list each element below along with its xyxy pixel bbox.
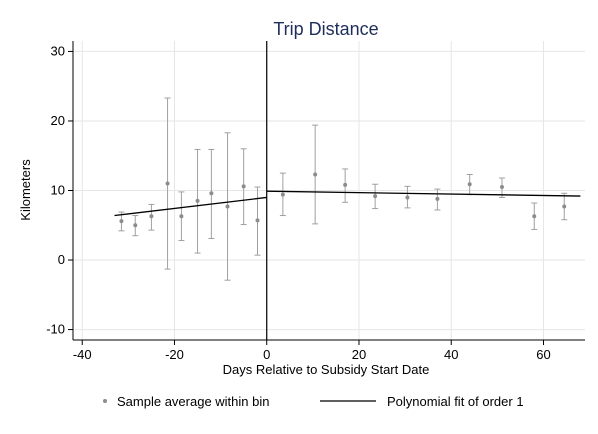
y-tick-label: 30 (51, 43, 65, 58)
data-point (343, 182, 348, 187)
data-points (119, 172, 567, 228)
x-tick-labels: -40 -20 0 20 40 60 (73, 347, 551, 362)
data-point (241, 184, 246, 189)
data-point (435, 196, 440, 201)
x-tick-label: 20 (352, 347, 366, 362)
fit-line (114, 196, 267, 217)
data-point (195, 198, 200, 203)
y-tick-label: -10 (46, 322, 65, 337)
data-point (133, 223, 138, 228)
x-tick-label: 60 (536, 347, 550, 362)
data-point (225, 204, 230, 209)
data-point (467, 182, 472, 187)
data-point (313, 172, 318, 177)
x-tick-label: -40 (73, 347, 92, 362)
y-axis-label: Kilometers (18, 159, 33, 221)
y-tick-labels: -10 0 10 20 30 (46, 43, 65, 336)
legend-label-points: Sample average within bin (117, 394, 269, 409)
data-point (119, 219, 124, 224)
y-tick-label: 20 (51, 113, 65, 128)
data-point (499, 185, 504, 190)
data-point (562, 204, 567, 209)
x-tick-label: -20 (165, 347, 184, 362)
x-tick-label: 0 (263, 347, 270, 362)
fit-lines (114, 190, 581, 217)
data-point (255, 218, 260, 223)
data-point (149, 214, 154, 219)
legend-marker-points (103, 399, 107, 403)
legend: Sample average within bin Polynomial fit… (103, 394, 524, 409)
legend-label-fit: Polynomial fit of order 1 (387, 394, 524, 409)
data-point (165, 181, 170, 186)
axes (68, 41, 585, 345)
data-point (373, 194, 378, 199)
fit-line (266, 190, 581, 197)
x-tick-label: 40 (444, 347, 458, 362)
data-point (405, 195, 410, 200)
data-point (280, 192, 285, 197)
chart-title: Trip Distance (273, 19, 378, 39)
data-point (209, 191, 214, 196)
y-tick-label: 10 (51, 183, 65, 198)
x-axis-label: Days Relative to Subsidy Start Date (223, 362, 430, 377)
data-point (179, 214, 184, 219)
y-tick-label: 0 (58, 252, 65, 267)
data-point (532, 214, 537, 219)
